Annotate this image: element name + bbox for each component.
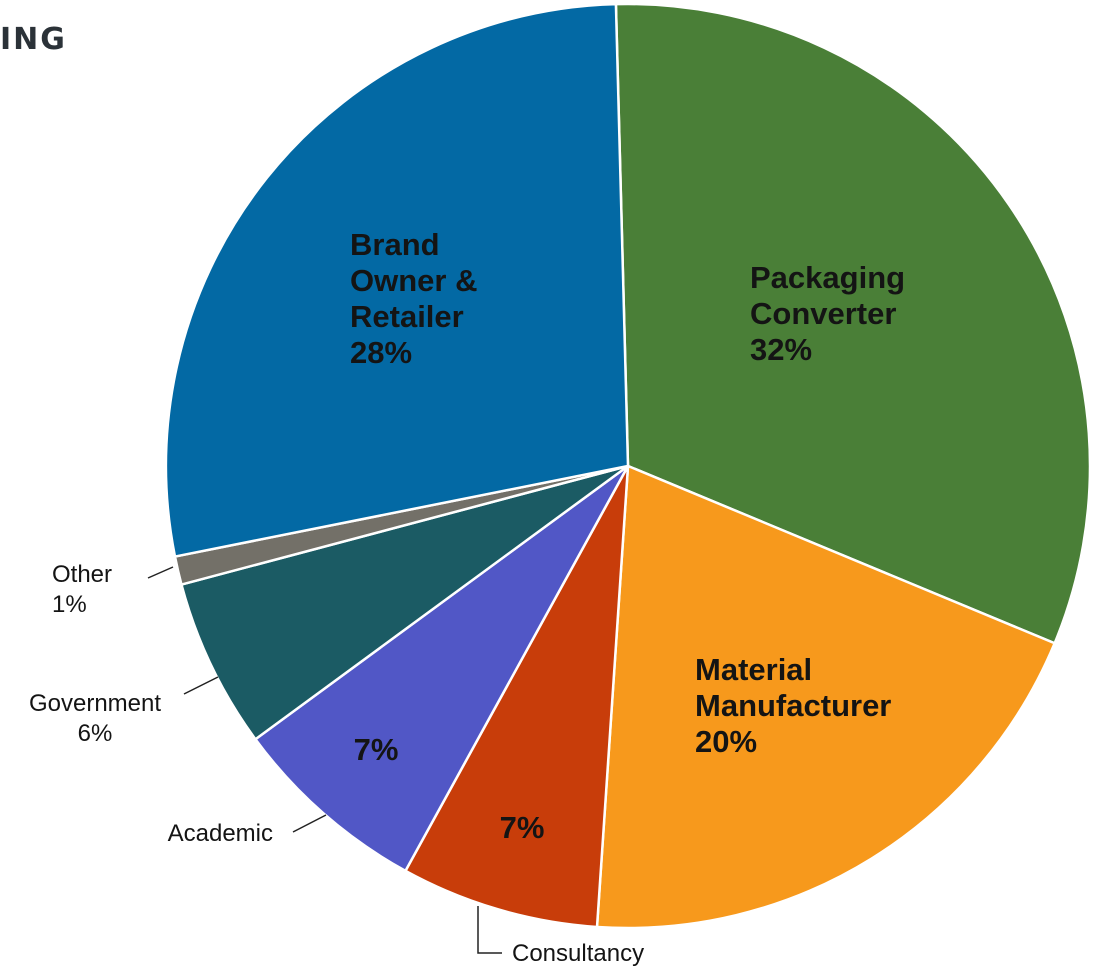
- leader-line: [147, 566, 174, 579]
- slice-label-line: 32%: [750, 332, 812, 367]
- outer-label-academic: Academic: [168, 820, 273, 847]
- slice-label-line: Manufacturer: [695, 688, 891, 723]
- partial-title: ING: [0, 22, 67, 57]
- slice-label-line: 20%: [695, 724, 757, 759]
- outer-label-line: Other: [52, 561, 112, 588]
- outer-label-line: Consultancy: [512, 940, 644, 967]
- slice-label-line: 7%: [500, 810, 545, 845]
- slice-label-packaging-converter: Packaging Converter 32%: [750, 260, 905, 367]
- outer-label-line: Academic: [168, 820, 273, 847]
- outer-label-other: Other 1%: [52, 561, 112, 618]
- slice-label-line: Converter: [750, 296, 896, 331]
- slice-label-line: Retailer: [350, 299, 464, 334]
- outer-label-government: Government 6%: [29, 690, 161, 747]
- outer-label-line: Government: [29, 690, 161, 717]
- slice-label-line: 28%: [350, 335, 412, 370]
- slice-label-line: Material: [695, 652, 812, 687]
- pie-slice-brand-owner-retailer: [164, 2, 630, 558]
- pie-slice-academic: [254, 464, 630, 873]
- leader-line: [292, 814, 327, 833]
- leader-line: [183, 676, 219, 695]
- slice-label-academic: 7%: [354, 732, 399, 767]
- slice-label-line: Brand: [350, 227, 440, 262]
- slice-label-consultancy: 7%: [500, 810, 545, 845]
- slice-label-line: Owner &: [350, 263, 477, 298]
- outer-label-line: 1%: [52, 591, 87, 618]
- outer-label-consultancy: Consultancy: [512, 940, 644, 967]
- slice-label-material-manufacturer: Material Manufacturer 20%: [695, 652, 891, 759]
- slice-label-line: 7%: [354, 732, 399, 767]
- outer-label-line: 6%: [78, 720, 113, 747]
- leader-line: [477, 906, 502, 954]
- pie-slice-material-manufacturer: [595, 464, 1056, 930]
- pie-slice-packaging-converter: [614, 2, 1092, 645]
- pie-slice-government: [180, 464, 630, 741]
- slice-label-brand-owner-retailer: Brand Owner & Retailer 28%: [350, 227, 477, 370]
- pie-slice-consultancy: [404, 464, 630, 929]
- slice-label-line: Packaging: [750, 260, 905, 295]
